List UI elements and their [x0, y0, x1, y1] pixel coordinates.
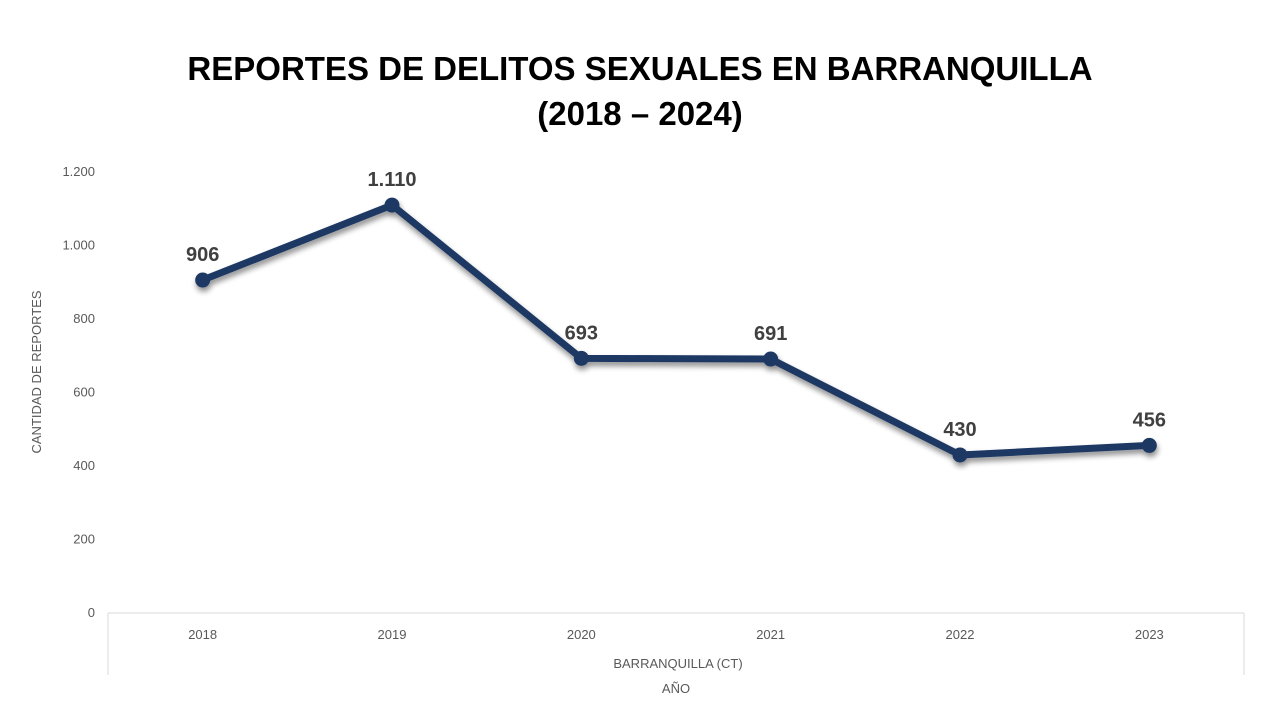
- series: [195, 197, 1157, 463]
- y-axis-title: CANTIDAD DE REPORTES: [29, 290, 44, 453]
- data-point: [573, 350, 589, 366]
- data-point: [763, 351, 779, 367]
- y-tick-label: 400: [73, 458, 95, 473]
- x-axis-frame: [107, 612, 1245, 675]
- data-point: [384, 197, 400, 213]
- data-label: 691: [754, 323, 787, 345]
- y-tick-label: 800: [73, 311, 95, 326]
- data-label: 693: [565, 322, 598, 344]
- data-point: [952, 447, 968, 463]
- data-label: 456: [1133, 409, 1166, 431]
- y-tick-label: 200: [73, 532, 95, 547]
- x-axis-title: AÑO: [662, 681, 690, 696]
- y-axis: 0 200 400 600 800 1.000 1.200: [62, 164, 95, 620]
- y-tick-label: 1.000: [62, 238, 95, 253]
- x-tick-label: 2020: [567, 627, 596, 642]
- series-group: [195, 197, 1157, 463]
- x-axis: 2018 2019 2020 2021 2022 2023: [188, 627, 1164, 642]
- data-point: [1141, 437, 1157, 453]
- category-group-label: BARRANQUILLA (CT): [613, 656, 742, 671]
- data-label: 906: [186, 244, 219, 266]
- x-tick-label: 2023: [1135, 627, 1164, 642]
- x-tick-label: 2018: [188, 627, 217, 642]
- data-label: 1.110: [368, 169, 417, 191]
- chart-subtitle: (2018 – 2024): [537, 95, 743, 132]
- x-tick-label: 2019: [378, 627, 407, 642]
- data-point: [195, 272, 211, 288]
- data-labels: 906 1.110 693 691 430 456: [186, 169, 1166, 441]
- data-label: 430: [943, 419, 976, 441]
- chart-title: REPORTES DE DELITOS SEXUALES EN BARRANQU…: [187, 50, 1092, 87]
- series-line: [199, 201, 1153, 459]
- y-tick-label: 0: [88, 605, 95, 620]
- y-tick-label: 1.200: [62, 164, 95, 179]
- y-tick-label: 600: [73, 385, 95, 400]
- x-tick-label: 2021: [756, 627, 785, 642]
- x-tick-label: 2022: [946, 627, 975, 642]
